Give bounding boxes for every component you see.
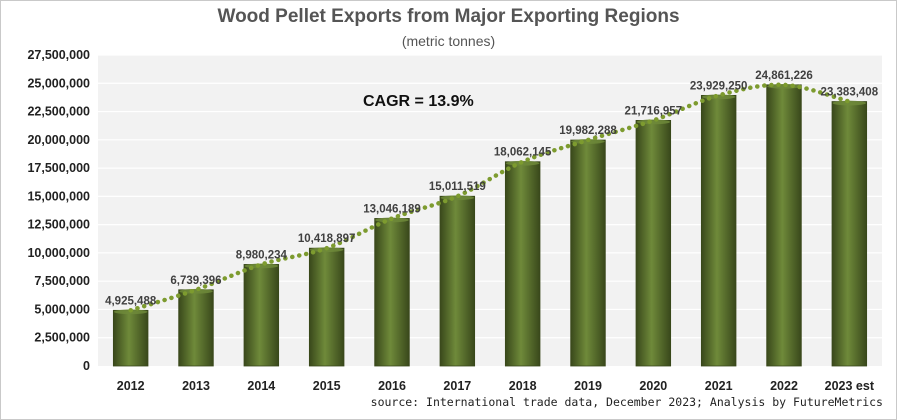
- bar: [243, 264, 280, 367]
- y-tick-label: 15,000,000: [27, 189, 90, 203]
- bar: [112, 309, 149, 367]
- data-label: 24,861,226: [755, 70, 813, 82]
- y-tick-label: 5,000,000: [34, 302, 90, 316]
- data-label: 10,418,897: [298, 233, 356, 245]
- bar: [439, 195, 476, 367]
- data-label: 13,046,189: [363, 203, 421, 215]
- y-tick-label: 7,500,000: [34, 274, 90, 288]
- x-tick-label: 2013: [182, 379, 210, 393]
- bar: [308, 247, 345, 367]
- bar: [766, 84, 802, 367]
- bar: [831, 101, 868, 367]
- data-label: 21,716,957: [625, 105, 683, 117]
- y-tick-label: 0: [83, 359, 90, 373]
- data-label: 8,980,234: [236, 249, 288, 261]
- y-tick-label: 20,000,000: [27, 133, 90, 147]
- x-tick-label: 2019: [574, 379, 602, 393]
- y-tick-label: 10,000,000: [27, 246, 90, 260]
- bar: [635, 120, 672, 367]
- x-tick-label: 2023 est: [825, 379, 875, 393]
- data-label: 18,062,145: [494, 147, 552, 159]
- bar: [570, 139, 606, 367]
- source-note: source: International trade data, Decemb…: [370, 395, 883, 409]
- bar-top-cap: [832, 100, 867, 106]
- data-label: 15,011,519: [429, 181, 486, 193]
- bar: [374, 218, 410, 367]
- data-label: 6,739,396: [170, 275, 221, 287]
- x-tick-label: 2022: [770, 379, 798, 393]
- plot-area: [98, 55, 882, 366]
- y-tick-label: 12,500,000: [27, 218, 90, 232]
- bar: [700, 94, 737, 367]
- bar-top-cap: [179, 288, 213, 294]
- x-tick-label: 2015: [313, 379, 341, 393]
- x-tick-label: 2021: [705, 379, 733, 393]
- y-tick-label: 25,000,000: [27, 76, 90, 90]
- data-label: 23,929,250: [690, 80, 748, 92]
- y-tick-label: 27,500,000: [27, 48, 90, 62]
- y-tick-label: 22,500,000: [27, 105, 90, 119]
- y-tick-label: 2,500,000: [34, 331, 90, 345]
- chart-subtitle: (metric tonnes): [401, 33, 496, 49]
- x-tick-label: 2017: [443, 379, 471, 393]
- x-tick-label: 2018: [509, 379, 537, 393]
- x-tick-label: 2014: [247, 379, 275, 393]
- x-tick-label: 2016: [378, 379, 406, 393]
- data-label: 19,982,288: [559, 125, 617, 137]
- bar: [504, 161, 541, 367]
- bar: [178, 289, 214, 367]
- data-label: 4,925,488: [105, 295, 157, 307]
- chart-title: Wood Pellet Exports from Major Exporting…: [217, 6, 680, 27]
- x-tick-label: 2012: [117, 379, 145, 393]
- cagr-trendline: [128, 82, 852, 313]
- y-tick-label: 17,500,000: [27, 161, 90, 175]
- x-tick-label: 2020: [639, 379, 667, 393]
- data-label: 23,383,408: [821, 87, 879, 99]
- cagr-annotation: CAGR = 13.9%: [363, 93, 474, 110]
